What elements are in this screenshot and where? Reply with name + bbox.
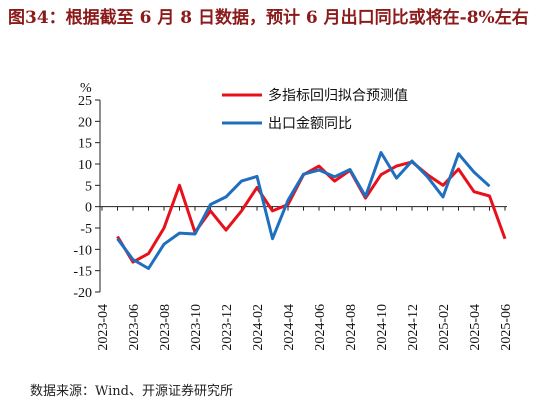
- y-tick-label: -15: [73, 265, 92, 280]
- x-tick-label: 2025-06: [499, 304, 514, 351]
- series-line: [116, 151, 491, 270]
- y-tick-label: 0: [85, 201, 92, 216]
- x-tick-label: 2023-12: [220, 304, 235, 351]
- x-tick-label: 2024-10: [375, 304, 390, 351]
- y-tick-label: -10: [73, 243, 92, 258]
- source-note: 数据来源：Wind、开源证券研究所: [30, 384, 233, 399]
- x-tick-label: 2023-06: [127, 304, 142, 351]
- x-tick-label: 2024-04: [282, 304, 297, 351]
- x-tick-label: 2024-12: [406, 304, 421, 351]
- y-tick-label: 25: [78, 94, 92, 109]
- x-tick-label: 2024-06: [313, 304, 328, 351]
- y-tick-label: 20: [78, 115, 92, 130]
- x-tick-label: 2023-04: [96, 304, 111, 351]
- x-tick-label: 2023-08: [158, 304, 173, 351]
- legend-label: 出口金额同比: [268, 116, 352, 132]
- x-tick-label: 2024-08: [344, 304, 359, 351]
- y-tick-label: -20: [73, 286, 92, 301]
- x-tick-label: 2024-02: [251, 304, 266, 351]
- y-tick-label: 5: [85, 179, 92, 194]
- series-line: [116, 160, 507, 264]
- x-tick-label: 2023-10: [189, 304, 204, 351]
- x-tick-label: 2025-02: [437, 304, 452, 351]
- y-axis-label: %: [80, 81, 92, 96]
- y-tick-label: 15: [78, 137, 92, 152]
- chart-title: 图34：根据截至 6 月 8 日数据，预计 6 月出口同比或将在-8%左右: [8, 8, 529, 28]
- y-tick-label: 10: [78, 158, 92, 173]
- y-tick-label: -5: [80, 222, 92, 237]
- legend-label: 多指标回归拟合预测值: [268, 87, 408, 104]
- x-tick-label: 2025-04: [468, 304, 483, 351]
